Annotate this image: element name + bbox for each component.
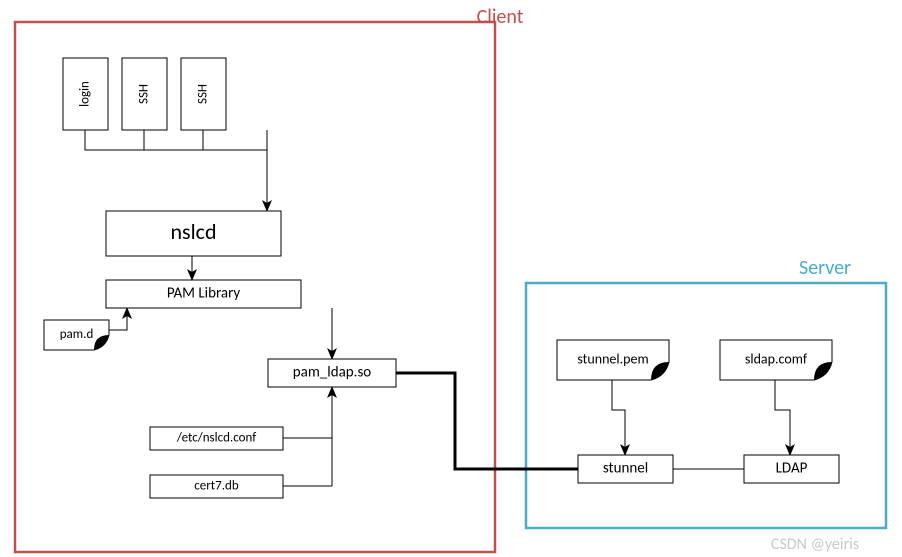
pamldap-label: pam_ldap.so: [293, 364, 372, 382]
ssh1-label: SSH: [137, 84, 152, 104]
client-frame-label: Client: [477, 5, 524, 29]
e-login-down: [85, 130, 267, 150]
login-label: login: [78, 81, 93, 107]
nslcd-label: nslcd: [170, 218, 216, 245]
sldapconf-label: sldap.comf: [745, 350, 808, 367]
e-pamldap-stunnel: [396, 373, 578, 469]
cert7-label: cert7.db: [194, 479, 239, 494]
stunnelpem-label: stunnel.pem: [577, 350, 648, 367]
server-frame-label: Server: [799, 256, 851, 280]
watermark: CSDN @yeiris: [771, 535, 859, 554]
e-pamd-pam: [109, 308, 127, 330]
ldap-label: LDAP: [776, 460, 808, 478]
pamlib-label: PAM Library: [167, 285, 241, 303]
ssh2-label: SSH: [196, 84, 211, 104]
pamd-label: pam.d: [60, 327, 94, 342]
e-sldap-down: [775, 380, 790, 455]
server-frame: [526, 283, 886, 528]
stunnel-label: stunnel: [603, 460, 648, 478]
nslcdconf-label: /etc/nslcd.conf: [176, 431, 256, 446]
e-stunpem-down: [612, 380, 625, 455]
